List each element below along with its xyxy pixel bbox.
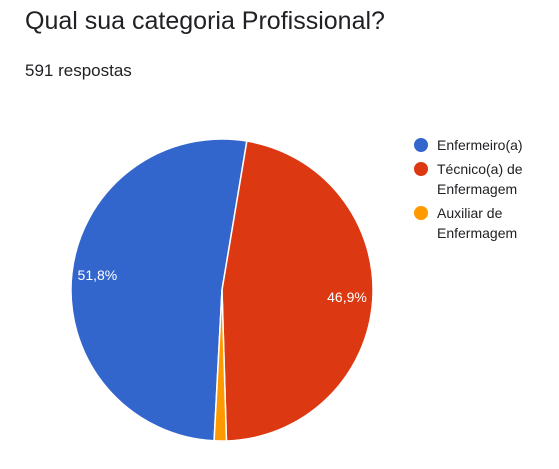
question-title: Qual sua categoria Profissional? — [25, 7, 385, 35]
legend-item-auxiliar[interactable]: Auxiliar de Enfermagem — [414, 203, 559, 243]
legend-swatch-icon — [414, 206, 428, 220]
legend-item-tecnico[interactable]: Técnico(a) de Enfermagem — [414, 159, 559, 199]
legend-item-enfermeiro[interactable]: Enfermeiro(a) — [414, 135, 559, 155]
legend-label: Enfermeiro(a) — [437, 137, 523, 153]
legend-label: Técnico(a) de Enfermagem — [437, 161, 523, 197]
pie-slice-2[interactable] — [213, 289, 228, 442]
legend-swatch-icon — [414, 162, 428, 176]
pie-data-label-1: 46,9% — [327, 289, 367, 305]
pie-slice-0[interactable] — [70, 138, 248, 442]
pie-slice-1[interactable] — [221, 140, 374, 442]
response-count: 591 respostas — [25, 61, 132, 80]
legend-label: Auxiliar de Enfermagem — [437, 205, 518, 241]
legend-swatch-icon — [414, 138, 428, 152]
pie-data-label-0: 51,8% — [78, 267, 118, 283]
chart-legend: Enfermeiro(a) Técnico(a) de Enfermagem A… — [414, 135, 559, 247]
